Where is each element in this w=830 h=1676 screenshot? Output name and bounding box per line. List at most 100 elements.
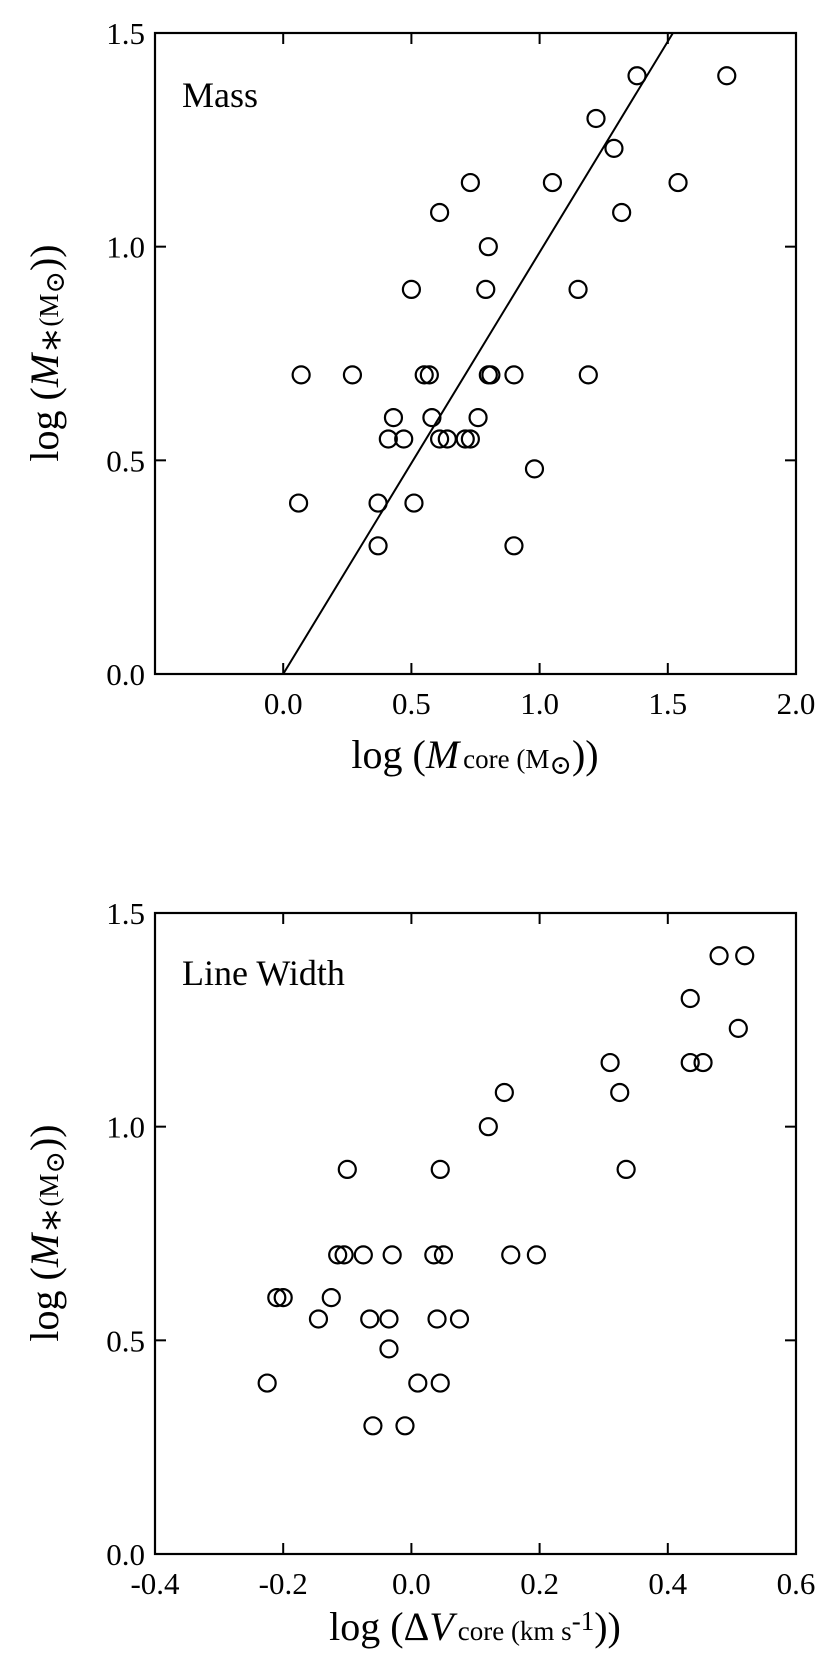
mass-data-point [717, 66, 737, 86]
linewidth-x-tick-label: -0.2 [259, 1566, 308, 1601]
linewidth-data-point [693, 1052, 713, 1073]
linewidth-x-tick-label: 0.2 [520, 1566, 559, 1601]
linewidth-data-point [379, 1309, 399, 1329]
mass-y-axis-title: log (M∗(M⊙)) [22, 244, 73, 461]
linewidth-data-point [382, 1245, 402, 1265]
linewidth-data-point [363, 1416, 383, 1436]
mass-data-point [291, 365, 311, 385]
linewidth-tick-labels: -0.4 -0.2 0.0 0.2 0.4 0.6 0.0 0.5 1.0 1.5 [106, 896, 815, 1601]
mass-data-point [627, 66, 647, 86]
mass-y-tick-label: 0.5 [106, 443, 145, 478]
linewidth-y-tick-label: 0.0 [106, 1537, 145, 1572]
mass-data-point [430, 202, 450, 223]
linewidth-data-point [427, 1309, 447, 1329]
mass-data-point [414, 365, 434, 385]
mass-x-tick-label: 2.0 [777, 686, 816, 721]
linewidth-data-point [526, 1245, 546, 1265]
mass-fit-line-group [282, 32, 674, 675]
linewidth-data-point [395, 1416, 415, 1436]
linewidth-points [257, 946, 755, 1436]
mass-data-point [288, 493, 309, 513]
mass-data-point [668, 172, 688, 193]
mass-ticks [155, 32, 797, 675]
linewidth-data-point [267, 1287, 287, 1308]
mass-data-point [342, 365, 363, 385]
mass-fit-line [282, 32, 674, 675]
mass-data-point [476, 279, 496, 299]
mass-y-tick-label: 1.0 [106, 230, 145, 265]
mass-data-point [368, 536, 388, 556]
mass-points [288, 66, 737, 556]
mass-data-point [604, 138, 624, 158]
mass-data-point [419, 365, 439, 385]
mass-x-axis-title: log (M core (M⊙)) [351, 732, 598, 780]
linewidth-data-point [408, 1373, 428, 1393]
mass-tick-labels: 0.0 0.5 1.0 1.5 2.0 0.0 0.5 1.0 1.5 [106, 16, 815, 721]
linewidth-data-point [430, 1159, 450, 1180]
mass-data-point [368, 493, 388, 513]
linewidth-data-point [680, 1052, 700, 1073]
mass-data-point [394, 429, 414, 449]
mass-data-point [568, 279, 588, 299]
mass-data-point [542, 172, 563, 193]
mass-data-point [612, 202, 632, 223]
linewidth-data-point [610, 1082, 630, 1103]
linewidth-data-point [430, 1373, 450, 1393]
linewidth-x-tick-label: 0.0 [392, 1566, 431, 1601]
mass-data-point [460, 172, 480, 193]
mass-data-point [504, 365, 524, 385]
mass-x-tick-label: 1.5 [648, 686, 687, 721]
linewidth-data-point [308, 1309, 329, 1329]
mass-data-point [383, 408, 404, 428]
mass-y-tick-label: 0.0 [106, 657, 145, 692]
mass-data-point [460, 429, 480, 449]
mass-data-point [478, 237, 498, 257]
linewidth-data-point [379, 1339, 399, 1359]
mass-panel-label: Mass [182, 75, 258, 115]
linewidth-data-point [334, 1245, 354, 1265]
mass-data-point [524, 459, 545, 479]
linewidth-data-point [424, 1245, 444, 1265]
linewidth-data-point [360, 1309, 380, 1329]
linewidth-data-point [501, 1245, 521, 1265]
mass-data-point [404, 493, 424, 513]
linewidth-data-point [433, 1245, 454, 1265]
mass-data-point [504, 536, 524, 556]
mass-x-tick-label: 0.5 [392, 686, 431, 721]
mass-data-point [586, 108, 606, 129]
linewidth-data-point [494, 1082, 514, 1103]
mass-data-point [455, 429, 475, 449]
mass-data-point [378, 429, 398, 449]
mass-data-point [578, 365, 598, 385]
linewidth-y-tick-label: 1.5 [106, 896, 145, 931]
mass-x-tick-label: 1.0 [520, 686, 559, 721]
linewidth-data-point [735, 946, 755, 966]
linewidth-data-point [353, 1245, 373, 1265]
linewidth-data-point [600, 1052, 620, 1073]
linewidth-x-tick-label: -0.4 [130, 1566, 180, 1601]
mass-data-point [430, 429, 450, 449]
linewidth-data-point [680, 988, 700, 1009]
linewidth-ticks [154, 912, 797, 1555]
mass-x-tick-label: 0.0 [264, 686, 303, 721]
linewidth-x-axis-title: log (ΔV core (km s-1)) [329, 1604, 621, 1649]
linewidth-data-point [449, 1309, 470, 1329]
linewidth-y-axis-title: log (M∗(M⊙)) [22, 1124, 73, 1341]
linewidth-data-point [321, 1287, 341, 1308]
linewidth-data-point [616, 1159, 636, 1180]
mass-panel: 0.0 0.5 1.0 1.5 2.0 0.0 0.5 1.0 1.5 Mass log (M c… [22, 16, 815, 780]
linewidth-data-point [478, 1117, 498, 1137]
linewidth-data-point [709, 946, 729, 966]
linewidth-y-tick-label: 0.5 [106, 1323, 145, 1358]
linewidth-y-tick-label: 1.0 [106, 1110, 145, 1145]
linewidth-x-tick-label: 0.6 [777, 1566, 816, 1601]
linewidth-data-point [273, 1287, 293, 1308]
linewidth-data-point [337, 1159, 357, 1180]
mass-data-point [468, 408, 488, 428]
linewidth-x-tick-label: 0.4 [648, 1566, 687, 1601]
linewidth-data-point [257, 1373, 277, 1393]
mass-data-point [481, 365, 501, 385]
linewidth-panel-label: Line Width [182, 953, 345, 993]
mass-y-tick-label: 1.5 [106, 16, 145, 51]
